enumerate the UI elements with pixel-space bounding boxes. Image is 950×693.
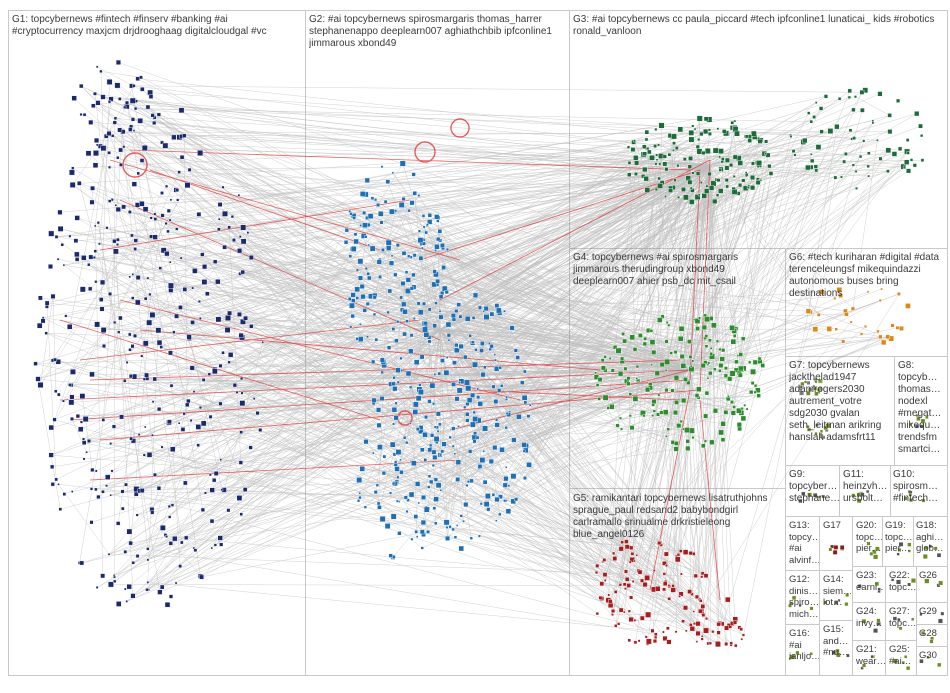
group-box-g22: [886, 567, 917, 603]
group-box-g15: [820, 621, 853, 676]
group-box-g8: [895, 357, 948, 466]
group-box-g23: [853, 567, 886, 603]
group-box-g27: [886, 603, 917, 641]
group-box-g11: [840, 466, 891, 517]
group-box-g17: [820, 517, 853, 571]
group-box-g9: [786, 466, 840, 517]
group-box-g10: [891, 466, 948, 517]
group-box-g18: [914, 517, 948, 567]
group-box-g12: [786, 571, 820, 625]
group-box-g16: [786, 625, 820, 676]
group-box-g21: [853, 641, 886, 676]
group-box-g19: [883, 517, 914, 567]
group-box-g25: [886, 641, 917, 676]
group-box-g13: [786, 517, 820, 571]
